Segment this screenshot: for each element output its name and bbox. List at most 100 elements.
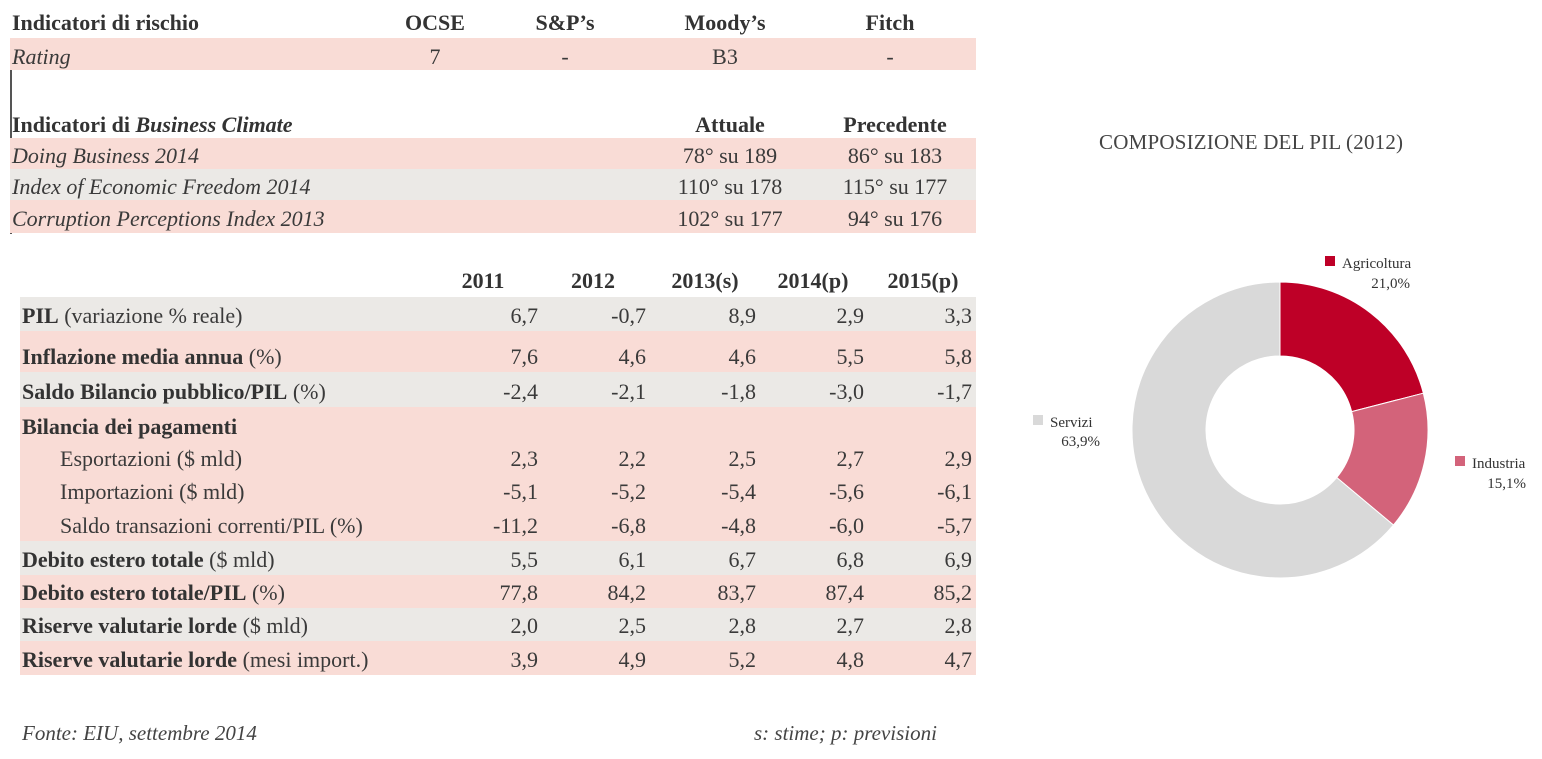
row-value: 4,7 xyxy=(944,647,973,672)
row-value: 77,8 xyxy=(499,580,539,605)
row-label-bold: Inflazione media annua xyxy=(22,344,244,369)
business-row-current: 102° su 177 xyxy=(677,206,783,231)
row-value: 6,1 xyxy=(618,547,647,572)
year-header: 2014(p) xyxy=(777,268,849,293)
row-value: 4,9 xyxy=(618,647,647,672)
row-label: Esportazioni ($ mld) xyxy=(60,446,242,472)
row-value: -5,4 xyxy=(721,479,756,504)
row-value: 7,6 xyxy=(510,344,539,369)
pil-composition-donut: Agricoltura 21,0% Industria 15,1% Servizi 63,… xyxy=(1033,256,1526,579)
business-row-current: 110° su 178 xyxy=(677,174,783,199)
row-label-bold: Debito estero totale xyxy=(22,547,204,572)
year-header: 2015(p) xyxy=(887,268,959,293)
row-label-bold: Riserve valutarie lorde xyxy=(22,647,238,672)
risk-indicators-block: Indicatori di rischio OCSE S&P’s Moody’s… xyxy=(10,0,976,235)
business-heading: Indicatori di Business Climate xyxy=(12,112,293,138)
row-value: 4,8 xyxy=(836,647,865,672)
business-row: Corruption Perceptions Index 2013 102° s… xyxy=(10,200,976,233)
slice-label: Servizi xyxy=(1050,415,1093,431)
row-value: -3,0 xyxy=(829,379,864,404)
row-value: -5,7 xyxy=(937,513,972,538)
year-header: 2013(s) xyxy=(671,268,739,293)
col-attuale: Attuale xyxy=(695,112,765,137)
row-label-text: (%) xyxy=(287,379,326,404)
business-row-current: 78° su 189 xyxy=(682,143,778,168)
business-row-previous: 94° su 176 xyxy=(847,206,943,231)
row-label: Inflazione media annua (%) xyxy=(22,344,282,370)
chart-title: COMPOSIZIONE DEL PIL (2012) xyxy=(1099,130,1404,154)
legend-swatch xyxy=(1033,415,1043,425)
rating-ocse: 7 xyxy=(429,44,441,69)
row-value: 6,9 xyxy=(944,547,973,572)
row-value: 84,2 xyxy=(607,580,647,605)
row-label-text: Saldo transazioni correnti/PIL (%) xyxy=(60,513,363,538)
row-value: -4,8 xyxy=(721,513,756,538)
row-value: 2,2 xyxy=(618,446,647,471)
row-value: 2,5 xyxy=(728,446,757,471)
table-row: Debito estero totale/PIL (%) 77,8 84,2 83,7… xyxy=(20,575,976,608)
row-label: Saldo Bilancio pubblico/PIL (%) xyxy=(22,379,326,405)
business-row-previous: 115° su 177 xyxy=(842,174,948,199)
row-label-bold: Saldo Bilancio pubblico/PIL xyxy=(22,379,288,404)
slice-agricoltura xyxy=(1279,281,1424,413)
row-value: -5,2 xyxy=(611,479,646,504)
left-rule xyxy=(10,38,12,234)
slice-label: Agricoltura xyxy=(1342,256,1411,272)
row-label: Saldo transazioni correnti/PIL (%) xyxy=(60,513,363,539)
row-label-text: (%) xyxy=(243,344,282,369)
business-row: Index of Economic Freedom 2014 110° su 1… xyxy=(10,169,976,200)
row-value: 87,4 xyxy=(825,580,865,605)
table-row: Importazioni ($ mld) -5,1 -5,2 -5,4 -5,6 -6,1 xyxy=(20,474,976,507)
row-label-text: Importazioni ($ mld) xyxy=(60,479,245,504)
col-precedente: Precedente xyxy=(843,112,947,137)
row-value: 2,9 xyxy=(944,446,973,471)
row-label: PIL (variazione % reale) xyxy=(22,303,243,329)
slice-label: Industria xyxy=(1472,456,1526,472)
rating-row: Rating 7 - B3 - xyxy=(10,38,976,70)
row-value: 2,8 xyxy=(944,613,973,638)
row-value: 4,6 xyxy=(728,344,757,369)
table-row: Saldo transazioni correnti/PIL (%) -11,2 -… xyxy=(20,507,976,541)
row-value: -6,1 xyxy=(937,479,972,504)
row-label-text: (mesi import.) xyxy=(237,647,369,672)
row-value: 2,7 xyxy=(836,446,865,471)
row-value: 5,5 xyxy=(836,344,865,369)
row-value: -1,7 xyxy=(937,379,972,404)
row-label-bold: Bilancia dei pagamenti xyxy=(22,414,238,439)
row-value: 85,2 xyxy=(933,580,973,605)
business-row-previous: 86° su 183 xyxy=(847,143,943,168)
business-row-label: Index of Economic Freedom 2014 xyxy=(12,174,311,199)
row-label-text: ($ mld) xyxy=(237,613,308,638)
row-value: -0,7 xyxy=(611,303,646,328)
row-label: Debito estero totale/PIL (%) xyxy=(22,580,285,606)
row-value: 83,7 xyxy=(717,580,757,605)
row-label: Riserve valutarie lorde (mesi import.) xyxy=(22,647,368,673)
year-header: 2012 xyxy=(571,268,615,293)
row-label: Debito estero totale ($ mld) xyxy=(22,547,275,573)
row-value: 2,0 xyxy=(510,613,539,638)
row-value: 2,5 xyxy=(618,613,647,638)
row-value: 2,8 xyxy=(728,613,757,638)
slice-servizi xyxy=(1131,281,1395,579)
row-label-text: (%) xyxy=(246,580,285,605)
row-value: -1,8 xyxy=(721,379,756,404)
slice-value-label: 15,1% xyxy=(1487,476,1526,492)
row-label-bold: Debito estero totale/PIL xyxy=(22,580,247,605)
rating-fitch: - xyxy=(886,44,894,69)
row-value: 2,7 xyxy=(836,613,865,638)
business-heading-prefix: Indicatori di xyxy=(12,112,130,137)
row-label: Bilancia dei pagamenti xyxy=(22,414,237,440)
row-value: 5,8 xyxy=(944,344,973,369)
table-row: Bilancia dei pagamenti xyxy=(20,407,976,442)
table-row: Riserve valutarie lorde ($ mld) 2,0 2,5 2,8… xyxy=(20,608,976,641)
table-row: Saldo Bilancio pubblico/PIL (%) -2,4 -2,1 -… xyxy=(20,372,976,407)
row-value: 3,9 xyxy=(510,647,539,672)
table-row: Inflazione media annua (%) 7,6 4,6 4,6 5,5 5,… xyxy=(20,331,976,372)
table-row: PIL (variazione % reale) 6,7 -0,7 8,9 2,9 3,3 xyxy=(20,297,976,331)
table-row: Debito estero totale ($ mld) 5,5 6,1 6,7 6,8… xyxy=(20,541,976,575)
legend-swatch xyxy=(1325,256,1335,266)
row-label-bold: Riserve valutarie lorde xyxy=(22,613,238,638)
row-value: 5,2 xyxy=(728,647,757,672)
row-value: -6,0 xyxy=(829,513,864,538)
row-value: 4,6 xyxy=(618,344,647,369)
